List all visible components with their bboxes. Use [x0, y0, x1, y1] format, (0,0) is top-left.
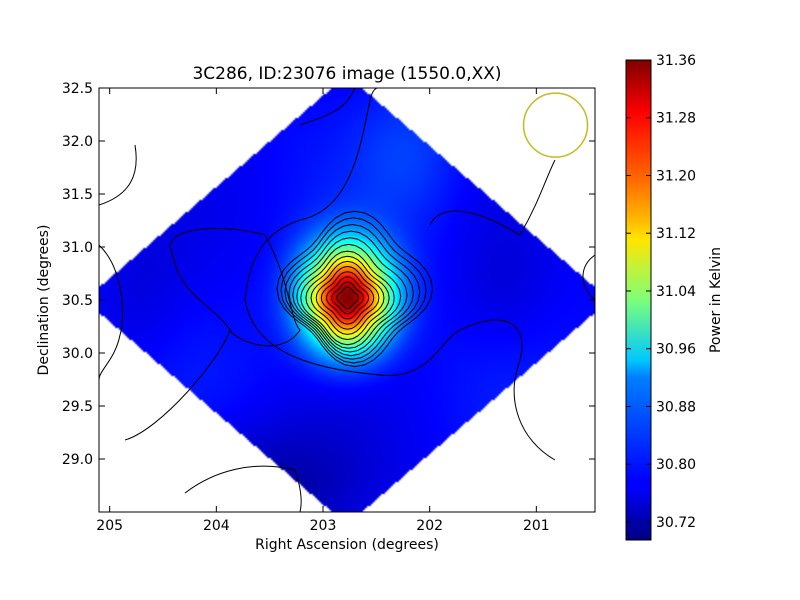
- contour-layer: [99, 88, 595, 512]
- contour-ring: [325, 276, 370, 320]
- contour-line: [184, 465, 302, 512]
- contour-ring: [296, 243, 402, 349]
- contour-ring: [336, 286, 359, 310]
- contour-ring: [292, 237, 408, 353]
- beam-marker-circle: [522, 92, 589, 158]
- contour-ring: [300, 250, 395, 346]
- colorbar-tick-label: 30.72: [656, 515, 696, 531]
- contour-line: [124, 329, 231, 441]
- colorbar-ticks: 30.72 30.80 30.88 30.96 31.04 31.12 31.20 31.28…: [626, 53, 696, 531]
- contour-ring: [331, 281, 364, 315]
- y-tick-label: 30.5: [62, 293, 93, 309]
- contour-line: [244, 299, 556, 461]
- colorbar-tick-label: 31.28: [656, 111, 696, 127]
- x-axis-label: Right Ascension (degrees): [255, 537, 439, 553]
- colorbar-tick-label: 30.96: [656, 342, 696, 358]
- x-tick-label: 202: [416, 518, 443, 534]
- colorbar-tick-label: 30.88: [656, 399, 696, 415]
- x-tick-label: 201: [523, 518, 550, 534]
- contour-ring: [276, 210, 433, 368]
- y-tick-label: 31.5: [62, 187, 93, 203]
- contour-ring: [310, 260, 385, 335]
- chart-title: 3C286, ID:23076 image (1550.0,XX): [192, 64, 501, 84]
- colorbar-label: Power in Kelvin: [708, 247, 724, 353]
- contour-line: [99, 244, 124, 381]
- contour-ring: [284, 223, 421, 360]
- contour-line: [429, 159, 556, 236]
- contour-ring: [315, 265, 380, 330]
- contour-line: [99, 144, 137, 206]
- contour-line: [169, 228, 301, 347]
- x-tick-label: 203: [310, 518, 337, 534]
- beam-marker-layer: [522, 92, 589, 158]
- contour-ring: [320, 271, 375, 325]
- y-tick-label: 32.5: [62, 81, 93, 97]
- colorbar-tick-label: 31.12: [656, 226, 696, 242]
- contour-ring: [288, 230, 414, 357]
- colorbar: 30.72 30.80 30.88 30.96 31.04 31.12 31.20 31.28…: [625, 53, 724, 541]
- x-axis: 205 204 203 202 201: [96, 88, 550, 534]
- contour-line: [244, 88, 379, 301]
- y-tick-label: 30.0: [62, 346, 93, 362]
- colorbar-tick-label: 30.80: [656, 457, 696, 473]
- colorbar-gradient: [625, 59, 652, 541]
- contour-line: [582, 254, 595, 301]
- y-axis-label: Declination (degrees): [36, 225, 52, 376]
- y-tick-label: 29.5: [62, 399, 93, 415]
- colorbar-tick-label: 31.20: [656, 168, 696, 184]
- contour-line: [299, 88, 356, 126]
- colorbar-tick-label: 31.36: [656, 53, 696, 69]
- x-tick-label: 205: [96, 518, 123, 534]
- plot-area: [98, 87, 596, 513]
- y-tick-label: 31.0: [62, 240, 93, 256]
- colorbar-tick-label: 31.04: [656, 284, 696, 300]
- x-tick-label: 204: [203, 518, 230, 534]
- y-axis: 29.0 29.5 30.0 30.5 31.0 31.5 32.0 32.5: [62, 81, 595, 468]
- y-tick-label: 29.0: [62, 452, 93, 468]
- contour-ring: [305, 255, 390, 341]
- heatmap-image: [99, 88, 595, 512]
- contour-ring: [280, 217, 427, 364]
- y-tick-label: 32.0: [62, 134, 93, 150]
